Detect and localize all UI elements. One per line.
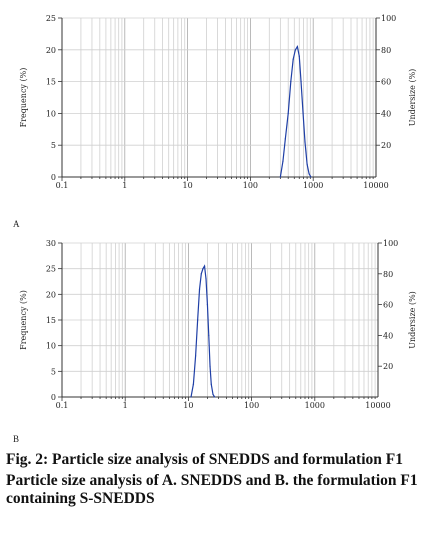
x-tick-label: 1000 xyxy=(303,181,323,190)
y-tick-label: 5 xyxy=(51,367,56,376)
data-point xyxy=(279,176,281,178)
x-tick-label: 100 xyxy=(244,401,259,410)
figure-caption: Fig. 2: Particle size analysis of SNEDDS… xyxy=(6,451,438,508)
x-tick-label: 10000 xyxy=(363,181,388,190)
y-tick-label: 15 xyxy=(46,78,56,87)
caption-title: Fig. 2: Particle size analysis of SNEDDS… xyxy=(6,451,403,468)
data-point xyxy=(306,163,308,165)
chart-b-svg: 0 5 10 15 20 25 30 20 40 60 80 100 0.1 1 10 100 1000 1000… xyxy=(19,239,417,410)
x-tick-label: 1 xyxy=(122,181,127,190)
y-tick-label: 10 xyxy=(46,109,56,118)
data-point xyxy=(212,393,214,396)
y2-tick-label: 60 xyxy=(381,78,391,87)
y-tick-label: 20 xyxy=(46,46,56,55)
data-point xyxy=(203,265,206,267)
y2-tick-label: 20 xyxy=(383,362,393,371)
y2-tick-label: 20 xyxy=(381,141,391,150)
y2-tick-label: 80 xyxy=(381,46,391,55)
series-line xyxy=(279,45,312,178)
x-tick-label: 10 xyxy=(183,401,193,410)
data-point xyxy=(209,365,211,367)
data-point xyxy=(296,46,298,48)
caption-description: Particle size analysis of A. SNEDDS and … xyxy=(6,472,418,507)
chart-a-svg: 0 5 10 15 20 25 20 40 60 80 100 0.1 1 10 100 1000 10000 F… xyxy=(19,14,417,190)
data-point xyxy=(294,49,296,51)
y-tick-label: 0 xyxy=(51,173,56,182)
data-point xyxy=(292,58,294,60)
data-point xyxy=(308,173,310,175)
y-tick-label: 20 xyxy=(46,290,56,299)
data-point xyxy=(298,55,300,57)
data-point xyxy=(190,396,192,398)
data-point xyxy=(287,112,289,114)
x-tick-label: 10000 xyxy=(365,401,390,410)
x-tick-label: 10 xyxy=(183,181,193,190)
y2-axis-title: Undersize (%) xyxy=(408,291,417,349)
x-tick-label: 0.1 xyxy=(56,181,69,190)
data-point xyxy=(192,383,195,385)
x-tick-label: 1000 xyxy=(305,401,325,410)
chart-panel-a: 0 5 10 15 20 25 20 40 60 80 100 0.1 1 10 100 1000 10000 F… xyxy=(0,0,441,230)
y-axis-title: Frequency (%) xyxy=(19,68,28,128)
data-point xyxy=(195,355,197,357)
data-point xyxy=(205,278,207,280)
data-point xyxy=(197,319,199,321)
y2-tick-label: 100 xyxy=(381,14,396,23)
y2-tick-label: 40 xyxy=(381,109,391,118)
y-tick-label: 30 xyxy=(46,239,56,248)
y-tick-label: 10 xyxy=(46,342,56,351)
data-point xyxy=(300,81,302,83)
data-point xyxy=(200,273,202,275)
y-axis-title: Frequency (%) xyxy=(19,290,28,350)
x-tick-label: 1 xyxy=(123,401,128,410)
y2-tick-label: 100 xyxy=(383,239,398,248)
data-point xyxy=(206,304,209,306)
data-point xyxy=(214,396,216,398)
y-tick-label: 5 xyxy=(51,141,56,150)
panel-label-a: A xyxy=(13,219,20,229)
data-point xyxy=(310,176,312,178)
data-point xyxy=(304,141,306,143)
y-tick-label: 15 xyxy=(46,316,56,325)
series-line xyxy=(190,264,216,398)
panel-label-b: B xyxy=(13,434,20,444)
data-point xyxy=(290,81,292,83)
y-tick-label: 0 xyxy=(51,393,56,402)
data-point xyxy=(302,112,304,114)
y-tick-label: 25 xyxy=(46,14,56,23)
data-point xyxy=(284,138,286,140)
y2-axis-title: Undersize (%) xyxy=(408,69,417,127)
data-point xyxy=(198,288,201,290)
y-tick-label: 25 xyxy=(46,265,56,274)
y2-tick-label: 40 xyxy=(383,331,393,340)
data-point xyxy=(282,160,284,162)
x-tick-label: 0.1 xyxy=(56,401,69,410)
chart-panel-b: 0 5 10 15 20 25 30 20 40 60 80 100 0.1 1 10 100 1000 1000… xyxy=(0,232,441,444)
x-tick-label: 100 xyxy=(243,181,258,190)
y2-tick-label: 60 xyxy=(383,301,393,310)
data-point xyxy=(210,383,212,385)
data-point xyxy=(202,268,204,270)
data-point xyxy=(208,334,210,336)
y2-tick-label: 80 xyxy=(383,270,393,279)
